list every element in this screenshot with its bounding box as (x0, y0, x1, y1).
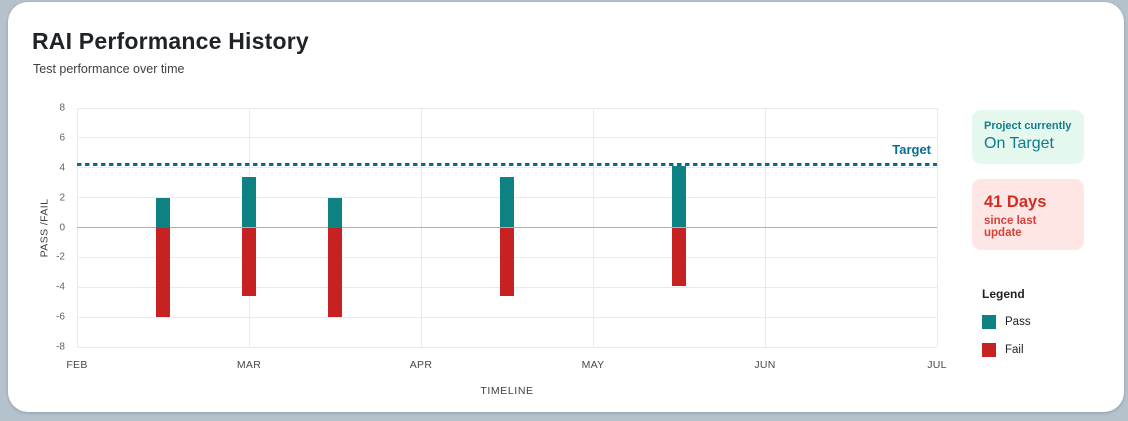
y-tick-label: -2 (56, 251, 65, 263)
x-tick-label: APR (409, 359, 433, 371)
y-tick-label: 2 (59, 192, 65, 204)
legend-heading: Legend (982, 287, 1025, 301)
days-card-caption: since last update (984, 215, 1037, 239)
bar-fail-segment[interactable] (156, 227, 170, 318)
x-tick-label: FEB (66, 359, 88, 371)
bar-pass-segment[interactable] (672, 166, 686, 228)
y-tick-label: 0 (59, 222, 65, 233)
y-tick-label: -6 (56, 311, 65, 323)
status-card-value: On Target (984, 135, 1054, 152)
y-axis-title: PASS /FAIL (38, 198, 51, 257)
gridline-h (77, 167, 937, 169)
gridline-h (77, 137, 937, 139)
y-tick-label: -8 (56, 341, 65, 353)
bar-pass-segment[interactable] (242, 176, 256, 228)
gridline-v (936, 108, 938, 347)
bar-fail-segment[interactable] (500, 227, 514, 297)
y-tick-label: -4 (56, 281, 65, 293)
status-card-caption: Project currently (984, 120, 1072, 132)
gridline-h (77, 107, 937, 109)
bar-fail-segment[interactable] (328, 227, 342, 318)
y-tick-label: 6 (59, 132, 65, 144)
legend-label: Pass (1005, 316, 1031, 328)
days-since-update-card: 41 Days since last update (972, 179, 1084, 250)
target-label: Target (892, 141, 931, 157)
x-axis-title: TIMELINE (480, 385, 534, 397)
on-target-status-card: Project currently On Target (972, 110, 1084, 164)
days-card-value: 41 Days (984, 193, 1047, 211)
legend: Legend Pass Fail (972, 287, 1084, 357)
report-card: RAI Performance History Test performance… (8, 2, 1124, 412)
gridline-h (77, 316, 937, 318)
x-tick-label: JUN (754, 359, 776, 371)
target-line (77, 163, 937, 167)
legend-item-fail: Fail (982, 343, 1084, 357)
fail-swatch-icon (982, 343, 996, 357)
bar-pass-segment[interactable] (328, 197, 342, 228)
side-panel: Project currently On Target 41 Days sinc… (972, 110, 1084, 371)
bar-fail-segment[interactable] (672, 227, 686, 286)
plot-area: PASS /FAIL TIMELINE Target 8 6 4 2 0 -2 -4 -6 -8… (38, 103, 946, 398)
x-tick-label: JUL (927, 359, 947, 371)
bar-fail-segment[interactable] (242, 227, 256, 297)
bar-pass-segment[interactable] (156, 197, 170, 228)
bar-pass-segment[interactable] (500, 176, 514, 228)
x-tick-label: MAY (581, 359, 605, 371)
legend-item-pass: Pass (982, 315, 1084, 329)
page-subtitle: Test performance over time (33, 62, 185, 76)
gridline-h (77, 346, 937, 348)
legend-label: Fail (1005, 344, 1024, 356)
page-title: RAI Performance History (32, 28, 309, 54)
y-tick-label: 4 (59, 162, 65, 174)
x-tick-label: MAR (236, 359, 262, 371)
pass-swatch-icon (982, 315, 996, 329)
y-tick-label: 8 (59, 102, 65, 114)
